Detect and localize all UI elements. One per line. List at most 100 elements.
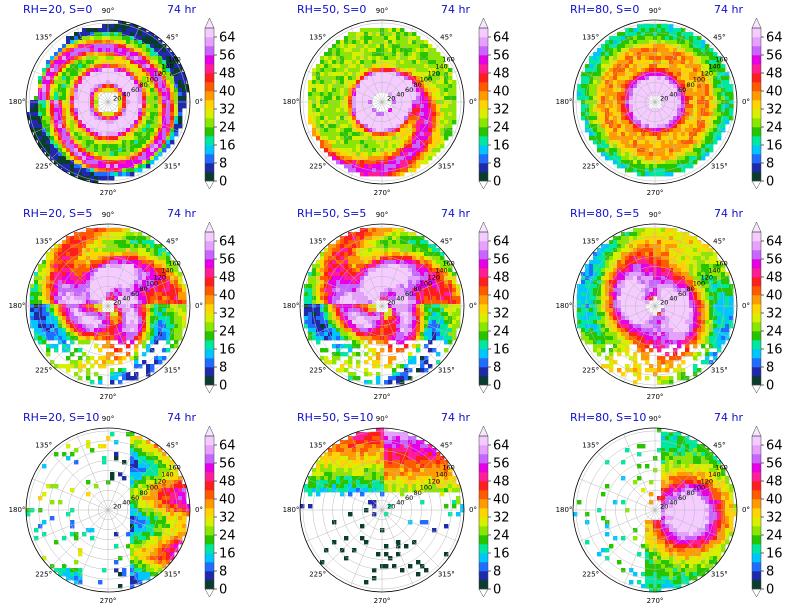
colorbar-segment	[205, 295, 214, 305]
grid-spoke	[306, 101, 383, 134]
colorbar-extend-top	[751, 425, 762, 437]
colorbar-segment	[479, 127, 488, 137]
radius-tick-label: 80	[687, 81, 695, 89]
radius-tick-label: 80	[414, 489, 422, 497]
colorbar-extend-top	[478, 17, 489, 29]
colorbar-segment	[479, 154, 488, 164]
colorbar-segment	[752, 508, 761, 518]
colorbar-segment	[205, 91, 214, 101]
colorbar-segment	[752, 463, 761, 473]
radius-tick-label: 140	[435, 267, 447, 275]
grid-spoke	[381, 509, 458, 542]
polar-frame	[25, 427, 191, 593]
colorbar-segment	[479, 163, 488, 173]
grid-spoke	[654, 101, 687, 178]
colorbar-segment	[479, 241, 488, 251]
panel-time: 74 hr	[441, 3, 470, 16]
grid-spoke	[306, 274, 383, 307]
panel-time: 74 hr	[441, 411, 470, 424]
radius-tick-label: 20	[660, 299, 668, 307]
colorbar-frame	[204, 435, 215, 590]
colorbar-tick-label: 56	[493, 49, 510, 64]
grid-spoke	[654, 451, 714, 511]
angle-label: 270°	[647, 189, 664, 197]
angle-label: 225°	[309, 570, 326, 578]
colorbar-tick-label: 16	[219, 139, 236, 154]
angle-label: 270°	[374, 597, 391, 605]
colorbar-tick-label: 48	[219, 67, 236, 82]
grid-spoke	[323, 101, 383, 161]
panel-title: RH=20, S=10	[23, 411, 99, 424]
colorbar-tick-label: 48	[219, 271, 236, 286]
polar-frame	[572, 223, 738, 389]
radius-tick-label: 60	[131, 86, 139, 94]
colorbar-tick-label: 48	[493, 271, 510, 286]
grid-spoke	[623, 434, 656, 511]
colorbar-extend-bottom	[751, 384, 762, 394]
colorbar-segment	[205, 232, 214, 242]
colorbar-tick-label: 56	[766, 49, 783, 64]
colorbar-segment	[205, 544, 214, 554]
colorbar-segment	[752, 436, 761, 446]
grid-spoke	[76, 230, 109, 307]
colorbar-segment	[479, 322, 488, 332]
angle-label: 225°	[309, 366, 326, 374]
polar-frame	[572, 19, 738, 185]
angle-label: 315°	[164, 366, 181, 374]
radius-tick-label: 60	[678, 494, 686, 502]
colorbar-frame	[478, 27, 489, 182]
angle-label: 45°	[166, 238, 178, 246]
radius-tick-label: 120	[428, 273, 440, 281]
radius-tick-label: 80	[414, 285, 422, 293]
radius-tick-label: 100	[693, 75, 705, 83]
angle-label: 135°	[582, 442, 599, 450]
colorbar-segment	[205, 145, 214, 155]
colorbar-segment	[479, 232, 488, 242]
colorbar-tick-label: 32	[766, 307, 783, 322]
colorbar-tick-label: 56	[766, 253, 783, 268]
colorbar-tick-label: 40	[219, 85, 236, 100]
radius-tick-label: 140	[708, 63, 720, 71]
grid-spoke	[306, 478, 383, 511]
colorbar-tick-label: 64	[493, 439, 510, 454]
colorbar-segment	[752, 286, 761, 296]
colorbar-segment	[752, 553, 761, 563]
angle-label: 135°	[35, 34, 52, 42]
angle-label: 90°	[649, 211, 661, 219]
colorbar-segment	[479, 463, 488, 473]
panel-title: RH=20, S=0	[23, 3, 92, 16]
colorbar-segment	[205, 82, 214, 92]
colorbar-tick-label: 16	[766, 139, 783, 154]
grid-spoke	[579, 478, 656, 511]
radius-tick-label: 60	[405, 494, 413, 502]
angle-label: 90°	[649, 7, 661, 15]
colorbar-segment	[205, 490, 214, 500]
radius-tick-label: 20	[660, 503, 668, 511]
grid-spoke	[350, 26, 383, 103]
colorbar-tick-label: 24	[493, 529, 510, 544]
angle-label: 315°	[164, 570, 181, 578]
colorbar-segment	[205, 286, 214, 296]
colorbar-segment	[479, 331, 488, 341]
angle-label: 135°	[35, 442, 52, 450]
polar-frame	[25, 19, 191, 185]
angle-label: 225°	[35, 162, 52, 170]
colorbar-tick-label: 56	[766, 457, 783, 472]
grid-spoke	[381, 305, 458, 338]
colorbar: 0 8 16 24 32 40 48 56 64	[478, 425, 510, 598]
grid-spoke	[654, 509, 714, 569]
colorbar-segment	[479, 454, 488, 464]
radius-tick-label: 40	[122, 499, 130, 507]
colorbar-segment	[752, 100, 761, 110]
grid-spoke	[381, 230, 414, 307]
angle-label: 90°	[102, 7, 114, 15]
grid-spoke	[381, 70, 458, 103]
colorbar-tick-label: 32	[493, 307, 510, 322]
colorbar-segment	[752, 535, 761, 545]
panel-time: 74 hr	[167, 411, 196, 424]
colorbar-tick-label: 48	[766, 67, 783, 82]
colorbar-segment	[479, 481, 488, 491]
radius-tick-label: 160	[715, 55, 727, 63]
colorbar-tick-label: 24	[766, 121, 783, 136]
colorbar-extend-bottom	[751, 180, 762, 190]
